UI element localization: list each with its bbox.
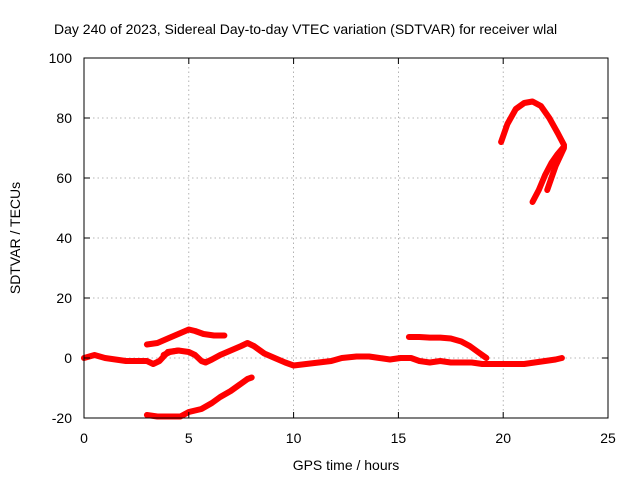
series-line-trace-4 bbox=[143, 374, 255, 420]
series-line-trace-3 bbox=[160, 347, 182, 358]
series-line-trace-2 bbox=[143, 326, 228, 348]
chart-title: Day 240 of 2023, Sidereal Day-to-day VTE… bbox=[54, 21, 557, 37]
x-tick-label: 0 bbox=[80, 430, 88, 446]
y-axis-label: SDTVAR / TECUs bbox=[7, 182, 23, 294]
series-line-trace-1 bbox=[81, 340, 565, 369]
y-tick-label: 20 bbox=[56, 290, 72, 306]
y-tick-label: 40 bbox=[56, 230, 72, 246]
y-tick-label: 60 bbox=[56, 170, 72, 186]
series-line-trace-5 bbox=[405, 334, 490, 361]
data-series-group bbox=[81, 98, 567, 420]
x-tick-label: 5 bbox=[185, 430, 193, 446]
series-line-trace-8 bbox=[544, 145, 567, 193]
grid-lines bbox=[84, 58, 608, 418]
y-tick-label: -20 bbox=[52, 410, 72, 426]
x-tick-label: 20 bbox=[495, 430, 511, 446]
y-tick-label: 0 bbox=[64, 350, 72, 366]
y-tick-label: 100 bbox=[49, 50, 73, 66]
x-axis-label: GPS time / hours bbox=[293, 457, 400, 473]
x-tick-label: 25 bbox=[600, 430, 616, 446]
x-tick-label: 10 bbox=[286, 430, 302, 446]
x-tick-label: 15 bbox=[391, 430, 407, 446]
y-tick-label: 80 bbox=[56, 110, 72, 126]
series-line-trace-6 bbox=[498, 98, 567, 148]
axis-ticks: 0 5 10 15 20 25 -20 0 20 40 60 80 100 bbox=[49, 50, 616, 446]
